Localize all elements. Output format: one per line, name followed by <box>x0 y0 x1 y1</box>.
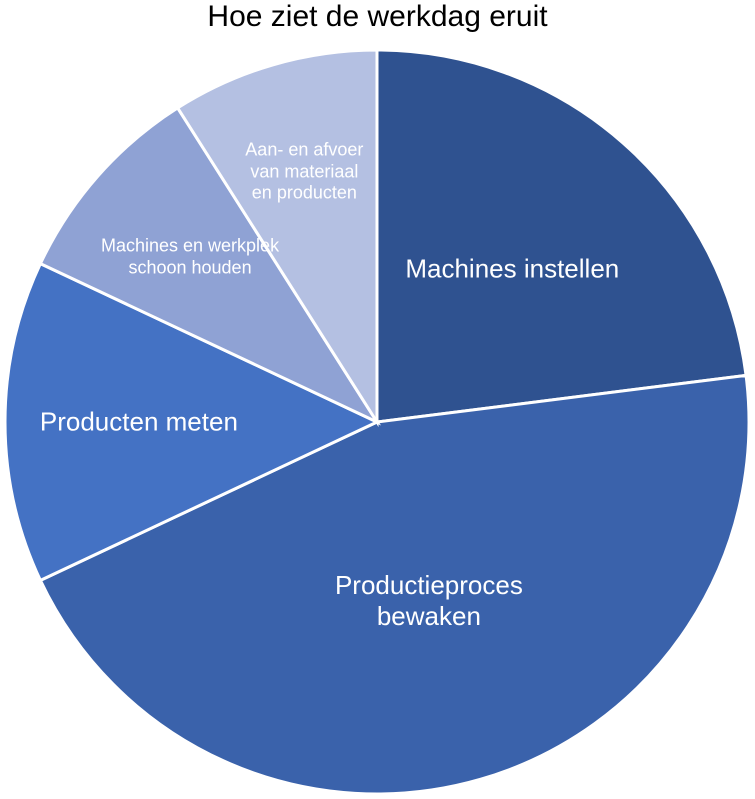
slice-label: Aan- en afvoer van materiaal en producte… <box>245 139 364 203</box>
slice-label: Productieproces bewaken <box>334 569 523 631</box>
slice-label: Machines instellen <box>405 252 620 283</box>
pie-slice <box>38 373 751 796</box>
slice-label: Machines en werkplek schoon houden <box>100 235 280 278</box>
pie-slice <box>3 261 381 583</box>
pie-slice <box>175 48 379 428</box>
slice-label: Producten meten <box>39 406 238 437</box>
pie-slice <box>38 105 382 426</box>
chart-title: Hoe ziet de werkdag eruit <box>207 0 548 33</box>
pie-slice <box>375 48 748 424</box>
